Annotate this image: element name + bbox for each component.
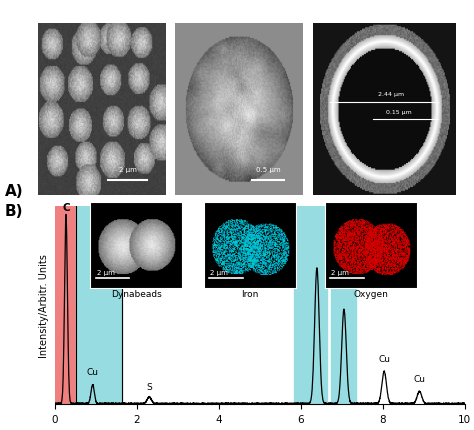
Bar: [294, 206, 327, 404]
Text: A): A): [5, 184, 23, 199]
Bar: [55, 206, 76, 404]
Text: 0.5 μm: 0.5 μm: [256, 166, 281, 172]
Text: 2 μm: 2 μm: [97, 269, 114, 275]
Text: Cu: Cu: [378, 354, 390, 363]
Text: 2 μm: 2 μm: [119, 166, 137, 172]
Text: Cu: Cu: [413, 375, 426, 384]
Text: C: C: [62, 202, 70, 212]
Bar: [76, 206, 122, 404]
Text: 2.44 μm: 2.44 μm: [379, 92, 405, 97]
Text: S: S: [146, 382, 152, 391]
Text: Dynabeads: Dynabeads: [111, 290, 162, 299]
Text: SEM of bead cluster: SEM of bead cluster: [57, 206, 147, 215]
Text: TEM of bead: TEM of bead: [356, 206, 412, 215]
Y-axis label: Intensity/Arbitr. Units: Intensity/Arbitr. Units: [39, 253, 49, 357]
Text: B): B): [5, 203, 23, 218]
Text: 2 μm: 2 μm: [210, 269, 228, 275]
Text: Oxygen: Oxygen: [354, 290, 388, 299]
Text: SEM of bead: SEM of bead: [211, 206, 267, 215]
Text: 2 μm: 2 μm: [331, 269, 349, 275]
Text: 0.15 μm: 0.15 μm: [386, 109, 411, 114]
Text: Iron: Iron: [241, 290, 259, 299]
Bar: [331, 206, 356, 404]
Text: Cu: Cu: [87, 367, 99, 376]
